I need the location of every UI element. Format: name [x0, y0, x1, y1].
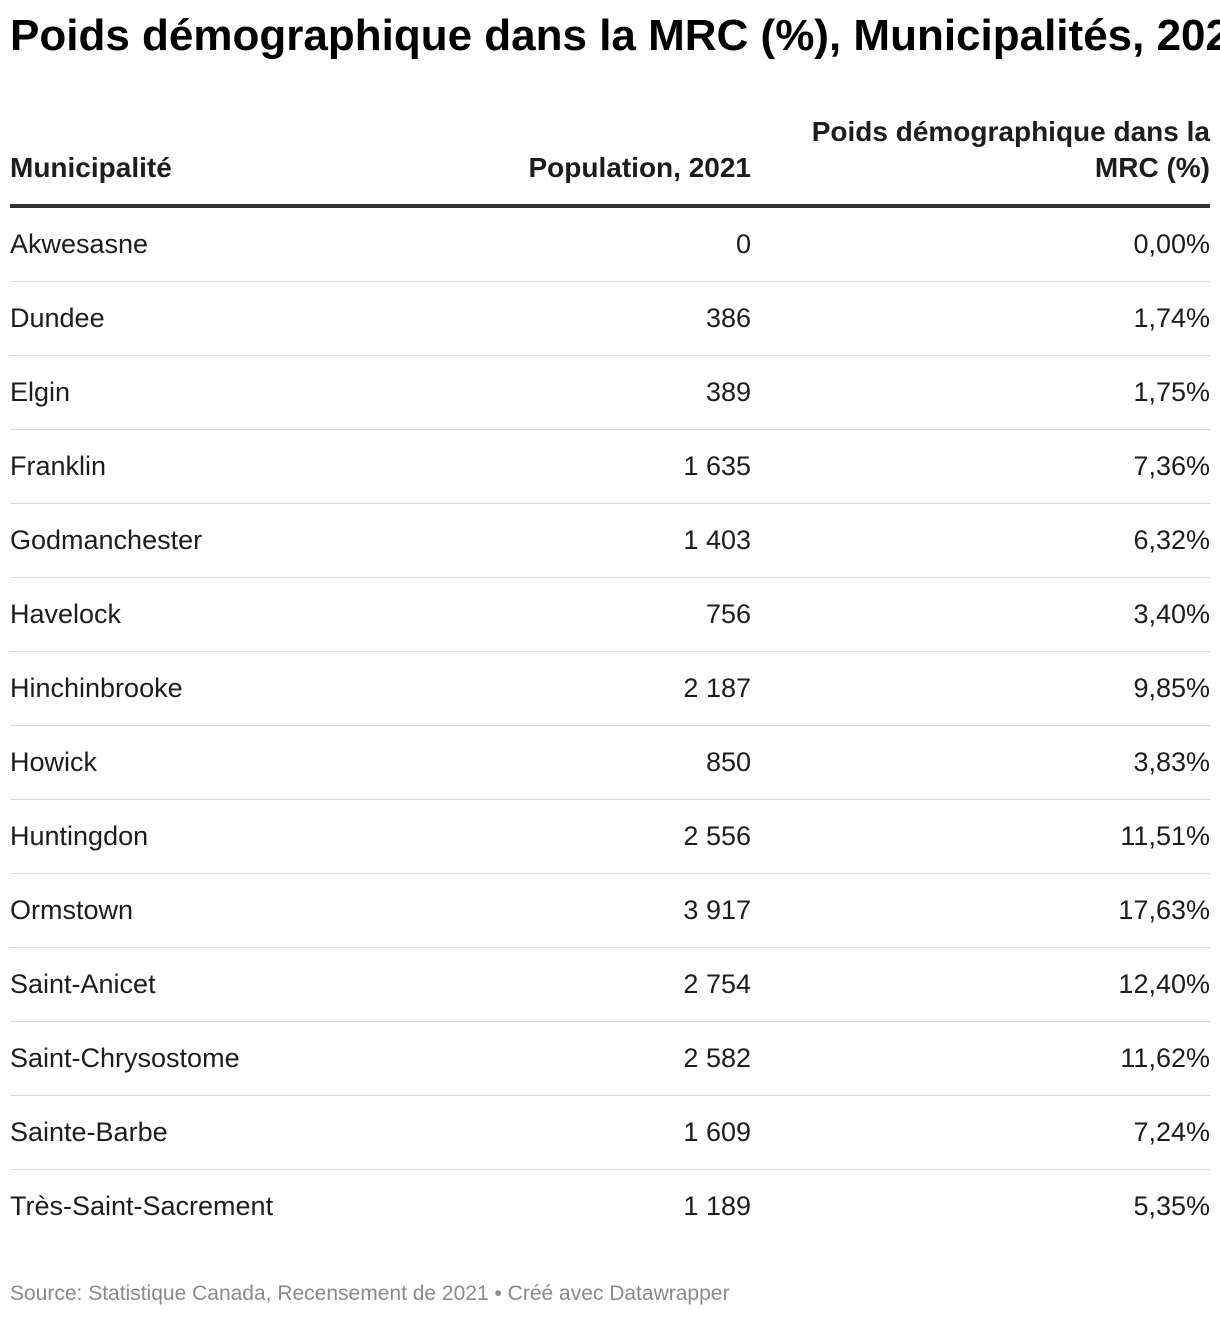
table-header: Municipalité Population, 2021 Poids démo…	[10, 108, 1210, 208]
source-note: Source: Statistique Canada, Recensement …	[10, 1282, 730, 1305]
table-row: Havelock 756 3,40%	[10, 578, 1210, 652]
table-row: Saint-Chrysostome 2 582 11,62%	[10, 1022, 1210, 1096]
cell-population: 1 609	[683, 1117, 751, 1147]
cell-weight: 1,74%	[1133, 303, 1210, 333]
cell-population: 0	[735, 229, 751, 259]
cell-weight: 7,36%	[1133, 451, 1210, 481]
cell-municipality: Ormstown	[10, 895, 134, 925]
cell-municipality: Saint-Anicet	[10, 969, 156, 999]
chart-title: Poids démographique dans la MRC (%), Mun…	[10, 11, 1220, 60]
cell-weight: 17,63%	[1118, 895, 1210, 925]
column-header-weight[interactable]: Poids démographique dans la MRC (%)	[811, 116, 1210, 183]
cell-municipality: Godmanchester	[10, 525, 203, 555]
cell-population: 1 403	[683, 525, 751, 555]
cell-population: 2 754	[683, 969, 751, 999]
cell-weight: 1,75%	[1133, 377, 1210, 407]
cell-municipality: Akwesasne	[10, 229, 149, 259]
table-row: Godmanchester 1 403 6,32%	[10, 504, 1210, 578]
table-row: Huntingdon 2 556 11,51%	[10, 800, 1210, 874]
cell-population: 756	[705, 599, 751, 629]
cell-weight: 3,83%	[1133, 747, 1210, 777]
table-row: Très-Saint-Sacrement 1 189 5,35%	[10, 1170, 1210, 1243]
cell-weight: 7,24%	[1133, 1117, 1210, 1147]
table-row: Franklin 1 635 7,36%	[10, 430, 1210, 504]
cell-weight: 3,40%	[1133, 599, 1210, 629]
data-table: Municipalité Population, 2021 Poids démo…	[10, 108, 1210, 1243]
table-row: Saint-Anicet 2 754 12,40%	[10, 948, 1210, 1022]
cell-population: 2 582	[683, 1043, 751, 1073]
cell-municipality: Huntingdon	[10, 821, 149, 851]
cell-population: 1 635	[683, 451, 751, 481]
cell-weight: 6,32%	[1133, 525, 1210, 555]
cell-population: 2 556	[683, 821, 751, 851]
table-row: Ormstown 3 917 17,63%	[10, 874, 1210, 948]
cell-municipality: Franklin	[10, 451, 107, 481]
cell-municipality: Très-Saint-Sacrement	[10, 1191, 274, 1221]
table-row: Hinchinbrooke 2 187 9,85%	[10, 652, 1210, 726]
cell-population: 2 187	[683, 673, 751, 703]
cell-weight: 12,40%	[1118, 969, 1210, 999]
cell-population: 386	[705, 303, 751, 333]
table-body: Akwesasne 0 0,00% Dundee 386 1,74% Elgin 389 1,7…	[10, 208, 1210, 1243]
cell-weight: 9,85%	[1133, 673, 1210, 703]
cell-weight: 11,62%	[1120, 1043, 1210, 1073]
column-header-population[interactable]: Population, 2021	[528, 152, 752, 183]
cell-municipality: Havelock	[10, 599, 122, 629]
cell-municipality: Hinchinbrooke	[10, 673, 183, 703]
table-row: Elgin 389 1,75%	[10, 356, 1210, 430]
cell-weight: 11,51%	[1120, 821, 1210, 851]
column-header-municipality[interactable]: Municipalité	[10, 152, 172, 183]
table-row: Sainte-Barbe 1 609 7,24%	[10, 1096, 1210, 1170]
cell-municipality: Elgin	[10, 377, 71, 407]
cell-weight: 0,00%	[1133, 229, 1210, 259]
cell-population: 1 189	[683, 1191, 751, 1221]
cell-population: 389	[705, 377, 751, 407]
table-row: Akwesasne 0 0,00%	[10, 208, 1210, 282]
table-row: Dundee 386 1,74%	[10, 282, 1210, 356]
cell-population: 850	[705, 747, 751, 777]
cell-weight: 5,35%	[1133, 1191, 1210, 1221]
cell-municipality: Saint-Chrysostome	[10, 1043, 240, 1073]
cell-population: 3 917	[683, 895, 751, 925]
table-row: Howick 850 3,83%	[10, 726, 1210, 800]
cell-municipality: Howick	[10, 747, 98, 777]
cell-municipality: Dundee	[10, 303, 105, 333]
cell-municipality: Sainte-Barbe	[10, 1117, 168, 1147]
